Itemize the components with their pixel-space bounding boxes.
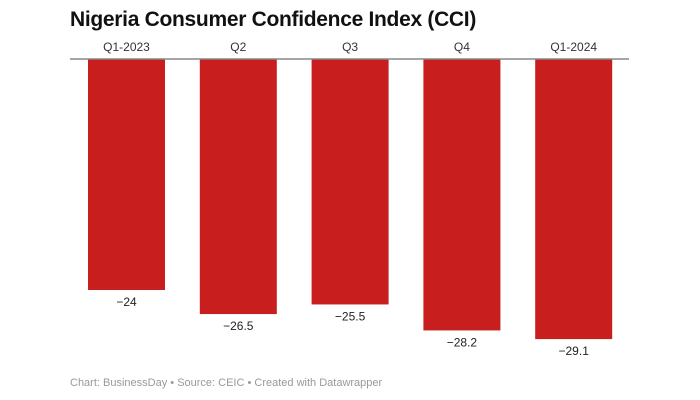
category-label: Q3 xyxy=(342,40,358,54)
value-label: −28.2 xyxy=(447,335,478,349)
value-label: −24 xyxy=(116,295,137,309)
bar xyxy=(423,59,501,331)
chart-credit: Chart: BusinessDay xyxy=(70,377,168,389)
separator: • xyxy=(167,377,178,389)
bar xyxy=(199,59,277,315)
tool-credit: Created with Datawrapper xyxy=(254,377,383,389)
value-label: −29.1 xyxy=(559,344,590,358)
value-label: −25.5 xyxy=(335,309,366,323)
category-label: Q2 xyxy=(230,40,246,54)
chart-title: Nigeria Consumer Confidence Index (CCI) xyxy=(70,8,477,31)
category-label: Q4 xyxy=(454,40,470,54)
bar xyxy=(311,59,389,305)
value-label: −26.5 xyxy=(223,319,254,333)
separator: • xyxy=(244,377,255,389)
bar xyxy=(88,59,165,290)
bar xyxy=(535,59,613,340)
source-credit: Source: CEIC xyxy=(177,377,245,389)
category-label: Q1-2023 xyxy=(103,40,150,54)
chart-footer: Chart: BusinessDay • Source: CEIC • Crea… xyxy=(70,377,382,389)
category-label: Q1-2024 xyxy=(550,40,597,54)
